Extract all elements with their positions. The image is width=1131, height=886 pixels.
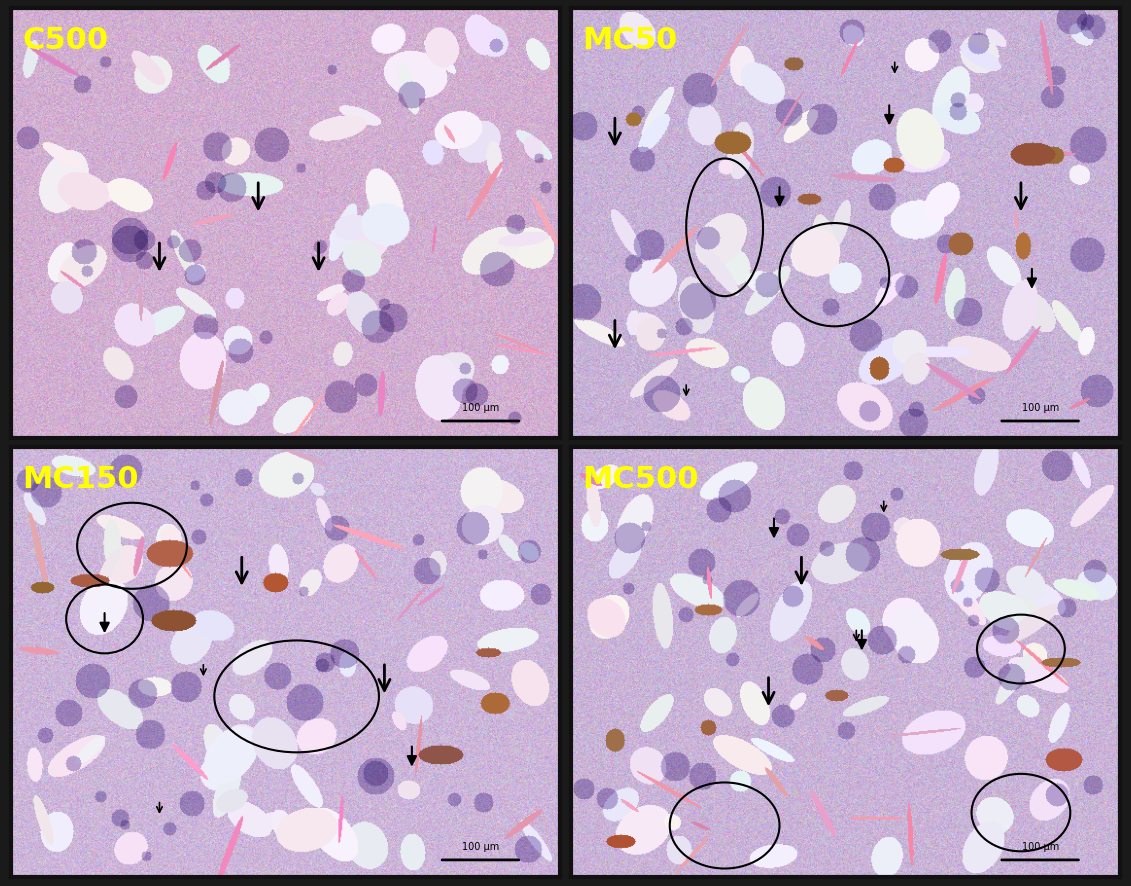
Text: MC150: MC150 xyxy=(23,464,139,494)
Text: C500: C500 xyxy=(23,26,109,55)
Text: 100 μm: 100 μm xyxy=(461,403,499,413)
Text: 100 μm: 100 μm xyxy=(1021,403,1059,413)
Text: MC50: MC50 xyxy=(582,26,677,55)
Text: MC500: MC500 xyxy=(582,464,699,494)
Text: 100 μm: 100 μm xyxy=(461,842,499,851)
Text: 100 μm: 100 μm xyxy=(1021,842,1059,851)
